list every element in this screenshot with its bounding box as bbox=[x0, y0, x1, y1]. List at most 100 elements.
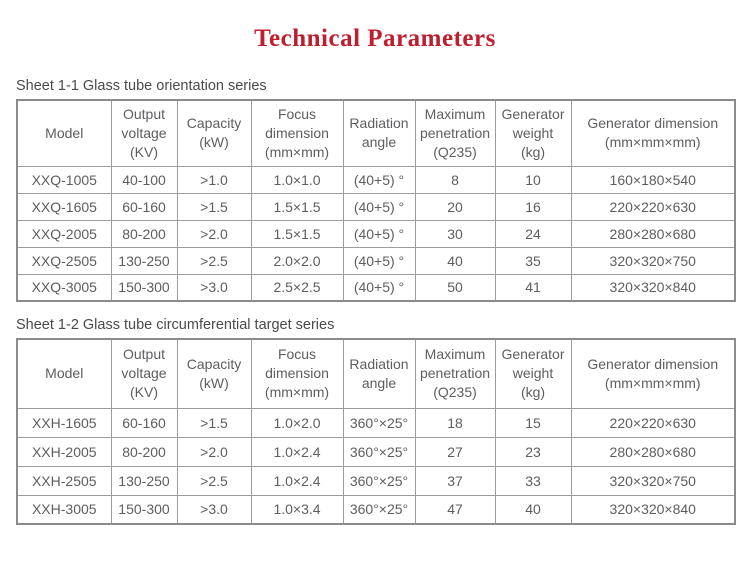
table-row: XXQ-2505 130-250 >2.5 2.0×2.0 (40+5) ° 40 35 32… bbox=[16, 246, 736, 275]
table-row: XXH-1605 60-160 >1.5 1.0×2.0 360°×25° 18 15 220… bbox=[16, 407, 736, 438]
column-header-model: Model bbox=[16, 99, 112, 167]
table-cell: >1.5 bbox=[176, 192, 252, 221]
table-cell: >2.5 bbox=[176, 465, 252, 496]
table-cell: 50 bbox=[414, 273, 496, 302]
table-cell: 37 bbox=[414, 465, 496, 496]
table-cell: 360°×25° bbox=[342, 494, 416, 525]
column-header-capacity: Capacity (kW) bbox=[176, 99, 252, 167]
table-cell: 80-200 bbox=[110, 219, 178, 248]
column-header-focus-dimension: Focus dimension (mm×mm) bbox=[250, 338, 344, 409]
column-header-radiation-angle: Radiation angle bbox=[342, 338, 416, 409]
table-cell: 16 bbox=[494, 192, 572, 221]
table-cell: 1.0×2.4 bbox=[250, 436, 344, 467]
table-cell: (40+5) ° bbox=[342, 192, 416, 221]
table-cell: 40 bbox=[494, 494, 572, 525]
table-cell: >1.0 bbox=[176, 165, 252, 194]
table-header-row: Model Output voltage (KV) Capacity (kW) … bbox=[16, 338, 736, 409]
column-header-focus-dimension: Focus dimension (mm×mm) bbox=[250, 99, 344, 167]
sheet-1-1-caption: Sheet 1-1 Glass tube orientation series bbox=[16, 78, 267, 94]
technical-parameters-page: Technical Parameters Sheet 1-1 Glass tub… bbox=[0, 25, 750, 564]
table-cell: 150-300 bbox=[110, 273, 178, 302]
table-row: XXQ-1605 60-160 >1.5 1.5×1.5 (40+5) ° 20 16 220… bbox=[16, 192, 736, 221]
table-cell: 35 bbox=[494, 246, 572, 275]
table-cell: 1.5×1.5 bbox=[250, 192, 344, 221]
table-cell: 320×320×840 bbox=[570, 273, 736, 302]
table-cell: 320×320×840 bbox=[570, 494, 736, 525]
table-cell: XXH-1605 bbox=[16, 407, 112, 438]
table-cell: (40+5) ° bbox=[342, 246, 416, 275]
table-cell: 10 bbox=[494, 165, 572, 194]
table-cell: 320×320×750 bbox=[570, 465, 736, 496]
table-cell: 2.5×2.5 bbox=[250, 273, 344, 302]
table-cell: 160×180×540 bbox=[570, 165, 736, 194]
table-cell: XXQ-2505 bbox=[16, 246, 112, 275]
column-header-maximum-penetration: Maximum penetration (Q235) bbox=[414, 338, 496, 409]
table-cell: 2.0×2.0 bbox=[250, 246, 344, 275]
table-cell: 23 bbox=[494, 436, 572, 467]
table-row: XXQ-1005 40-100 >1.0 1.0×1.0 (40+5) ° 8 10 160×… bbox=[16, 165, 736, 194]
table-cell: 360°×25° bbox=[342, 436, 416, 467]
column-header-radiation-angle: Radiation angle bbox=[342, 99, 416, 167]
table-cell: XXQ-3005 bbox=[16, 273, 112, 302]
table-cell: 18 bbox=[414, 407, 496, 438]
column-header-model: Model bbox=[16, 338, 112, 409]
table-cell: 360°×25° bbox=[342, 407, 416, 438]
table-cell: 41 bbox=[494, 273, 572, 302]
column-header-generator-dimension: Generator dimension (mm×mm×mm) bbox=[570, 338, 736, 409]
table-cell: 130-250 bbox=[110, 246, 178, 275]
table-cell: 40-100 bbox=[110, 165, 178, 194]
column-header-output-voltage: Output voltage (KV) bbox=[110, 338, 178, 409]
table-cell: 47 bbox=[414, 494, 496, 525]
table-row: XXH-3005 150-300 >3.0 1.0×3.4 360°×25° 47 40 32… bbox=[16, 494, 736, 525]
table-cell: 80-200 bbox=[110, 436, 178, 467]
table-cell: 150-300 bbox=[110, 494, 178, 525]
table-cell: >2.0 bbox=[176, 436, 252, 467]
table-cell: XXH-3005 bbox=[16, 494, 112, 525]
column-header-maximum-penetration: Maximum penetration (Q235) bbox=[414, 99, 496, 167]
table-cell: 24 bbox=[494, 219, 572, 248]
table-cell: 40 bbox=[414, 246, 496, 275]
table-cell: 280×280×680 bbox=[570, 219, 736, 248]
sheet-1-1-table: Model Output voltage (KV) Capacity (kW) … bbox=[16, 99, 736, 302]
sheet-1-2-table: Model Output voltage (KV) Capacity (kW) … bbox=[16, 338, 736, 525]
sheet-1-2-caption: Sheet 1-2 Glass tube circumferential tar… bbox=[16, 317, 335, 333]
table-cell: 220×220×630 bbox=[570, 407, 736, 438]
table-cell: 280×280×680 bbox=[570, 436, 736, 467]
table-cell: >2.5 bbox=[176, 246, 252, 275]
table-cell: 1.0×2.4 bbox=[250, 465, 344, 496]
table-cell: >1.5 bbox=[176, 407, 252, 438]
column-header-capacity: Capacity (kW) bbox=[176, 338, 252, 409]
table-cell: 33 bbox=[494, 465, 572, 496]
table-cell: 8 bbox=[414, 165, 496, 194]
table-cell: 320×320×750 bbox=[570, 246, 736, 275]
column-header-output-voltage: Output voltage (KV) bbox=[110, 99, 178, 167]
table-cell: 1.5×1.5 bbox=[250, 219, 344, 248]
table-cell: XXQ-1005 bbox=[16, 165, 112, 194]
column-header-generator-weight: Generator weight (kg) bbox=[494, 99, 572, 167]
table-cell: 1.0×2.0 bbox=[250, 407, 344, 438]
table-cell: 130-250 bbox=[110, 465, 178, 496]
table-header-row: Model Output voltage (KV) Capacity (kW) … bbox=[16, 99, 736, 167]
table-cell: >2.0 bbox=[176, 219, 252, 248]
column-header-generator-dimension: Generator dimension (mm×mm×mm) bbox=[570, 99, 736, 167]
table-cell: 15 bbox=[494, 407, 572, 438]
table-cell: 220×220×630 bbox=[570, 192, 736, 221]
table-cell: XXQ-2005 bbox=[16, 219, 112, 248]
table-cell: (40+5) ° bbox=[342, 165, 416, 194]
table-cell: >3.0 bbox=[176, 273, 252, 302]
table-cell: 360°×25° bbox=[342, 465, 416, 496]
page-title: Technical Parameters bbox=[254, 25, 496, 52]
table-cell: XXH-2505 bbox=[16, 465, 112, 496]
table-cell: (40+5) ° bbox=[342, 219, 416, 248]
table-cell: 20 bbox=[414, 192, 496, 221]
table-cell: 27 bbox=[414, 436, 496, 467]
table-row: XXQ-2005 80-200 >2.0 1.5×1.5 (40+5) ° 30 24 280… bbox=[16, 219, 736, 248]
table-cell: XXQ-1605 bbox=[16, 192, 112, 221]
table-cell: 30 bbox=[414, 219, 496, 248]
table-cell: >3.0 bbox=[176, 494, 252, 525]
table-row: XXQ-3005 150-300 >3.0 2.5×2.5 (40+5) ° 50 41 32… bbox=[16, 273, 736, 302]
table-cell: XXH-2005 bbox=[16, 436, 112, 467]
table-row: XXH-2005 80-200 >2.0 1.0×2.4 360°×25° 27 23 280… bbox=[16, 436, 736, 467]
table-row: XXH-2505 130-250 >2.5 1.0×2.4 360°×25° 37 33 32… bbox=[16, 465, 736, 496]
table-cell: 1.0×3.4 bbox=[250, 494, 344, 525]
